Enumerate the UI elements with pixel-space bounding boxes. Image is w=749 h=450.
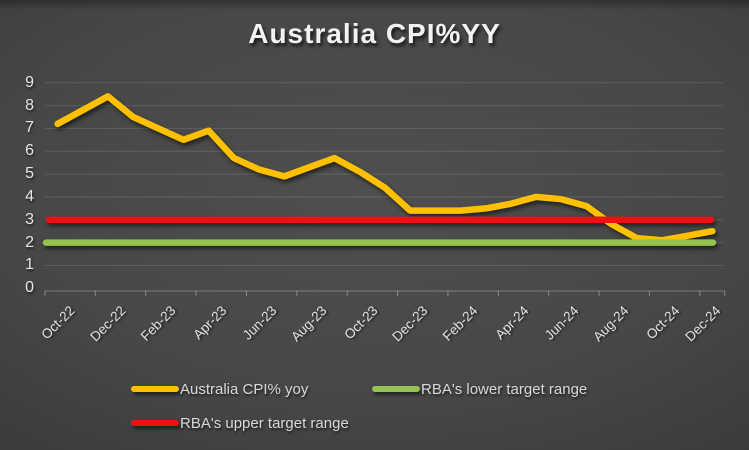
legend-label-upper-target: RBA's upper target range <box>180 414 349 432</box>
y-axis-label-9: 9 <box>25 73 34 91</box>
y-axis-label-2: 2 <box>25 233 34 251</box>
y-axis-label-7: 7 <box>25 119 34 137</box>
legend-item-upper-target[interactable]: RBA's upper target range <box>131 414 349 432</box>
legend-item-cpi[interactable]: Australia CPI% yoy <box>131 380 309 398</box>
y-axis-label-0: 0 <box>25 279 34 297</box>
gridlines <box>45 82 723 266</box>
y-axis-label-5: 5 <box>25 165 34 183</box>
y-axis-label-3: 3 <box>25 210 34 228</box>
x-axis <box>44 290 726 296</box>
legend-label-cpi: Australia CPI% yoy <box>180 380 309 398</box>
chart-title: Australia CPI%YY <box>248 18 501 49</box>
cpi-line-swatch <box>131 386 179 392</box>
y-axis-label-4: 4 <box>25 187 34 205</box>
y-axis-label-1: 1 <box>25 256 34 274</box>
y-axis-label-6: 6 <box>25 142 34 160</box>
upper-target-line-swatch <box>131 420 179 426</box>
lower-target-line-swatch <box>372 386 420 392</box>
series-lines <box>42 93 717 246</box>
legend-item-lower-target[interactable]: RBA's lower target range <box>372 380 588 398</box>
legend-label-lower-target: RBA's lower target range <box>421 380 588 398</box>
y-axis-label-8: 8 <box>25 96 34 114</box>
